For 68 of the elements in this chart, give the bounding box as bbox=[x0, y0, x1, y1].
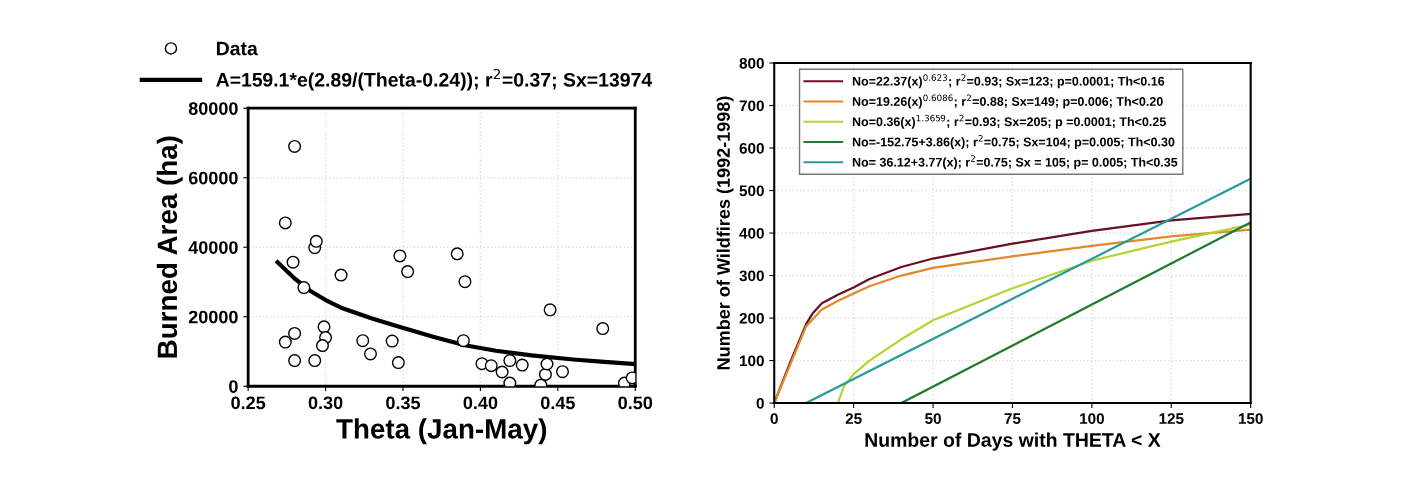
legend-label: Data bbox=[216, 41, 258, 56]
y-tick-label: 80000 bbox=[188, 102, 238, 115]
y-tick-label: 300 bbox=[739, 270, 764, 282]
x-tick-label: 150 bbox=[1238, 413, 1263, 425]
legend-label: No= 36.12+3.77(x); r$^{2}$=0.75; Sx = 105; p= 0.005; Th<0.35 bbox=[852, 155, 1178, 170]
point bbox=[391, 356, 405, 370]
line-series bbox=[836, 223, 1251, 404]
point bbox=[334, 268, 348, 282]
x-tick-label: 100 bbox=[1080, 413, 1104, 425]
x-tick-label: 0.40 bbox=[463, 396, 498, 410]
y-tick-label: 60000 bbox=[188, 171, 238, 185]
y-axis-title: Number of Wildfires (1992-1998) bbox=[716, 96, 734, 370]
point bbox=[363, 347, 377, 361]
legend-label: No=-152.75+3.86(x); r$^{2}$=0.75; Sx=104; p=0.005; Th<0.30 bbox=[852, 135, 1175, 149]
point bbox=[596, 322, 610, 336]
point bbox=[515, 358, 529, 372]
point bbox=[540, 357, 554, 371]
y-tick-label: 100 bbox=[739, 355, 764, 367]
point bbox=[288, 139, 302, 153]
point bbox=[385, 334, 399, 348]
point bbox=[495, 365, 509, 379]
point bbox=[297, 281, 311, 295]
point bbox=[450, 247, 464, 261]
point bbox=[288, 354, 302, 368]
y-tick-label: 800 bbox=[739, 57, 764, 69]
x-tick-label: 0.50 bbox=[618, 396, 653, 410]
point bbox=[309, 234, 323, 248]
y-tick-label: 0 bbox=[229, 380, 238, 393]
y-tick-label: 20000 bbox=[188, 310, 238, 324]
point bbox=[543, 303, 557, 317]
point bbox=[458, 275, 472, 289]
point bbox=[278, 216, 292, 230]
x-tick-label: 75 bbox=[1004, 413, 1021, 425]
point bbox=[288, 326, 302, 340]
legend-label: A=159.1*e(2.89/(Theta-0.24)); r$^{2}$=0.37; Sx=13974 bbox=[216, 68, 653, 91]
point bbox=[315, 339, 329, 353]
x-tick-label: 0.45 bbox=[540, 396, 575, 410]
point bbox=[484, 359, 498, 373]
x-axis-title: Number of Days with THETA < X bbox=[865, 432, 1161, 451]
x-tick-label: 0.30 bbox=[308, 396, 343, 410]
point bbox=[286, 255, 300, 269]
point bbox=[278, 335, 292, 349]
y-tick-label: 700 bbox=[739, 100, 764, 112]
legend-label: No=19.26(x)$^{0.6086}$; r$^{2}$=0.88; Sx=149; p=0.006; Th<0.20 bbox=[852, 94, 1163, 109]
y-tick-label: 200 bbox=[739, 312, 764, 324]
y-tick-label: 400 bbox=[739, 227, 764, 239]
point bbox=[456, 334, 470, 348]
legend-label: No=0.36(x)$^{1.3659}$; r$^{2}$=0.93; Sx=205; p =0.0001; Th<0.25 bbox=[852, 114, 1166, 129]
x-tick-label: 25 bbox=[845, 413, 862, 425]
point bbox=[356, 334, 370, 348]
point bbox=[503, 354, 517, 368]
point bbox=[538, 367, 552, 381]
x-axis-title: Theta (Jan-May) bbox=[336, 418, 547, 445]
y-tick-label: 600 bbox=[739, 142, 764, 154]
x-tick-label: 125 bbox=[1159, 413, 1184, 425]
point bbox=[555, 365, 569, 379]
x-tick-label: 0.35 bbox=[386, 396, 421, 410]
x-tick-label: 0.25 bbox=[231, 396, 266, 410]
point bbox=[393, 249, 407, 263]
point bbox=[308, 354, 322, 368]
y-tick-label: 40000 bbox=[188, 241, 238, 254]
y-axis-title: Burned Area (ha) bbox=[156, 136, 183, 358]
point bbox=[503, 376, 517, 387]
y-tick-label: 500 bbox=[739, 185, 764, 197]
x-tick-label: 50 bbox=[925, 413, 941, 425]
x-tick-label: 0 bbox=[770, 413, 778, 425]
point bbox=[401, 265, 415, 279]
legend-label: No=22.37(x)$^{0.623}$; r$^{2}$=0.93; Sx=123; p=0.0001; Th<0.16 bbox=[852, 74, 1165, 89]
